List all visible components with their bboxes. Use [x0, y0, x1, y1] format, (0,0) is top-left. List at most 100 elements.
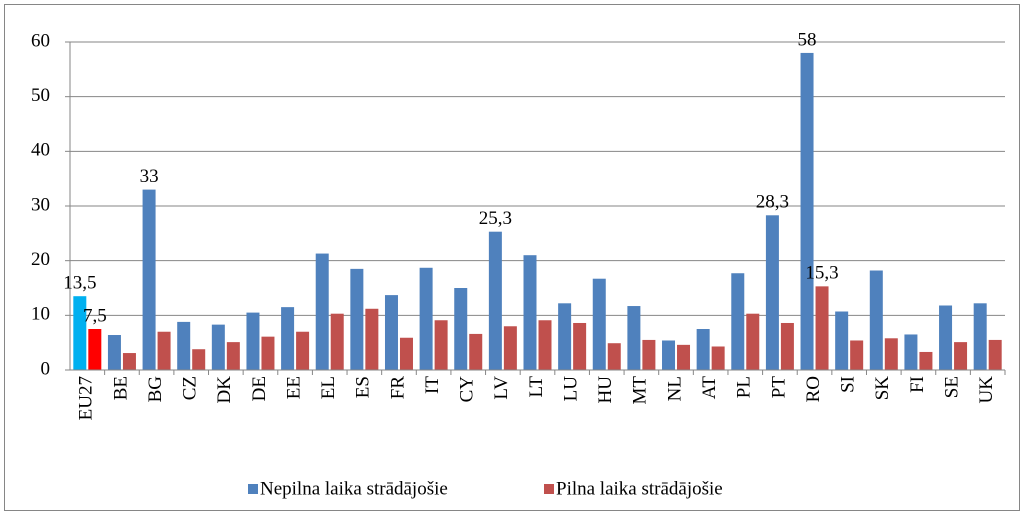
bar: [696, 329, 710, 370]
bar: [434, 320, 448, 370]
bar: [315, 253, 329, 370]
x-tick-label: LT: [526, 376, 547, 398]
bar: [627, 306, 641, 370]
bar: [869, 270, 883, 370]
bar: [107, 335, 121, 370]
bar: [939, 305, 953, 370]
bar: [177, 321, 191, 370]
bar: [296, 331, 310, 370]
x-tick-label: PL: [734, 376, 755, 398]
bar: [157, 331, 171, 370]
bar: [192, 349, 206, 370]
x-tick-label: NL: [664, 376, 685, 401]
x-tick-label: IT: [422, 376, 443, 394]
bar: [607, 343, 621, 370]
bar: [419, 267, 433, 370]
bar: [592, 278, 606, 370]
bar: [835, 311, 849, 370]
bar: [384, 295, 398, 370]
x-tick-label: EE: [283, 376, 304, 399]
bar: [211, 324, 225, 370]
data-label: 15,3: [805, 263, 838, 284]
bar: [988, 339, 1002, 370]
bar: [800, 52, 814, 370]
legend-swatch: [544, 484, 554, 494]
bar: [780, 322, 794, 370]
x-tick-label: CZ: [180, 376, 201, 400]
bar: [454, 288, 468, 370]
bar: [731, 273, 745, 370]
x-tick-label: LU: [560, 376, 581, 402]
bar: [488, 231, 502, 370]
data-label: 33: [140, 166, 159, 187]
bar: [88, 329, 102, 370]
data-label: 25,3: [479, 208, 512, 229]
y-tick-label: 60: [31, 30, 50, 51]
bar: [73, 296, 87, 370]
x-tick-label: AT: [699, 376, 720, 400]
x-tick-label: ES: [353, 376, 374, 398]
x-tick-label: MT: [630, 376, 651, 405]
bar: [558, 303, 572, 370]
bar: [503, 326, 517, 370]
x-tick-label: FR: [387, 376, 408, 400]
y-tick-label: 40: [31, 140, 50, 161]
x-tick-label: FI: [907, 376, 928, 393]
y-tick-label: 20: [31, 249, 50, 270]
bar: [538, 320, 552, 370]
y-tick-label: 0: [41, 358, 51, 379]
bar: [330, 313, 344, 370]
bar: [365, 308, 379, 370]
bar: [919, 351, 933, 370]
bar: [469, 333, 483, 370]
x-tick-label: CY: [457, 376, 478, 403]
x-tick-label: EL: [318, 376, 339, 399]
y-tick-label: 50: [31, 85, 50, 106]
x-tick-label: DK: [214, 376, 235, 404]
bar: [246, 312, 260, 370]
bar: [954, 342, 968, 370]
x-tick-label: SI: [838, 376, 859, 393]
y-tick-label: 30: [31, 194, 50, 215]
bar: [281, 307, 295, 370]
bar: [399, 337, 413, 370]
bar: [350, 268, 364, 370]
x-tick-label: BG: [145, 376, 166, 403]
bar: [142, 189, 156, 370]
legend-swatch: [248, 484, 258, 494]
bar: [904, 334, 918, 370]
y-tick-label: 10: [31, 304, 50, 325]
x-tick-label: UK: [976, 376, 997, 404]
x-tick-label: SK: [872, 376, 893, 401]
bar: [642, 339, 656, 370]
bar: [122, 353, 136, 370]
bar: [677, 344, 691, 370]
data-label: 58: [798, 29, 817, 50]
bar: [573, 322, 587, 370]
x-tick-label: SE: [941, 376, 962, 398]
bar: [523, 255, 537, 370]
x-tick-label: EU27: [76, 376, 97, 420]
x-tick-label: RO: [803, 376, 824, 402]
bar: [662, 340, 676, 370]
legend-label: Nepilna laika strādājošie: [260, 478, 448, 499]
bar: [973, 303, 987, 370]
x-tick-label: PT: [768, 376, 789, 399]
chart-frame: [4, 4, 1020, 511]
bar: [765, 215, 779, 370]
data-label: 7,5: [83, 305, 107, 326]
data-label: 13,5: [63, 273, 96, 294]
bar: [815, 286, 829, 370]
data-label: 28,3: [756, 192, 789, 213]
bar: [884, 338, 898, 370]
bar: [261, 336, 275, 370]
bar: [226, 342, 240, 370]
x-tick-label: DE: [249, 376, 270, 401]
x-tick-label: BE: [110, 376, 131, 400]
bar: [711, 346, 725, 370]
x-tick-label: HU: [595, 376, 616, 404]
bar: [746, 313, 760, 370]
bar: [850, 340, 864, 370]
legend-label: Pilna laika strādājošie: [556, 478, 723, 499]
